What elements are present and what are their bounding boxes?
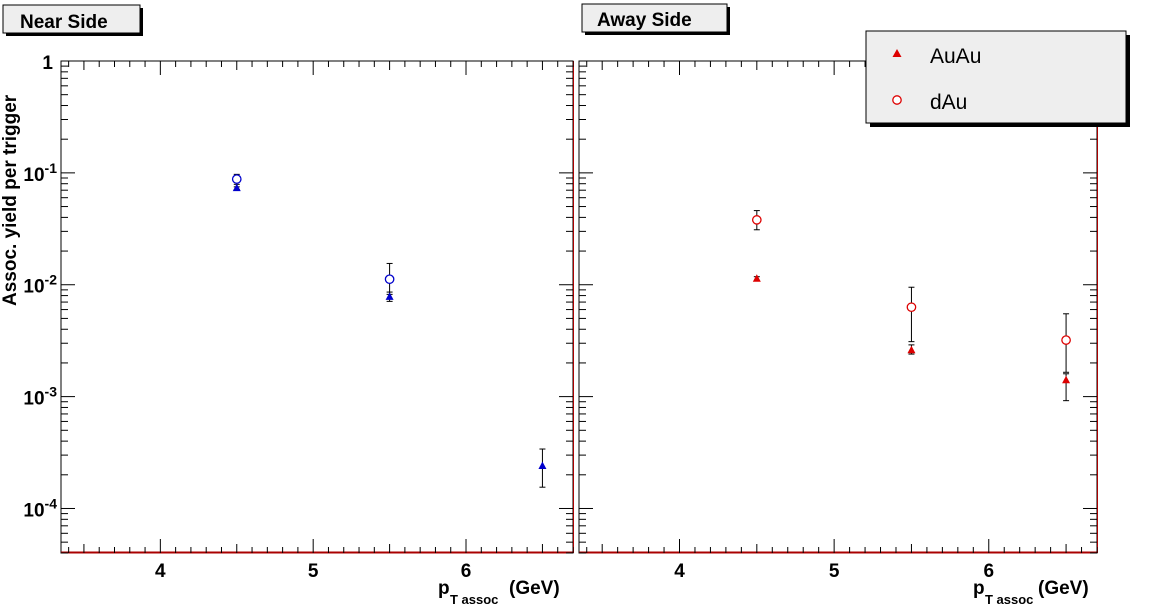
away-x-axis-title-main: p [973,578,985,599]
near-side-x-tick-label: 5 [308,561,319,582]
svg-text:(GeV): (GeV) [509,578,560,599]
triangle-marker [907,345,916,354]
triangle-marker [752,274,761,282]
svg-text:(GeV): (GeV) [1038,578,1089,599]
away-side-x-tick-label: 5 [829,561,840,582]
near-side-title: Near Side [20,12,108,33]
legend: AuAu dAu [865,30,1130,127]
y-tick-label: 10-4 [23,495,57,521]
circle-marker [231,174,242,184]
triangle-marker [232,183,241,192]
circle-marker [384,274,395,285]
legend-dau-marker [892,95,902,105]
data-markers [231,174,1071,469]
near-plot-frame [60,60,574,554]
triangle-marker [538,461,547,469]
svg-text:p: p [438,578,450,599]
svg-text:T assoc: T assoc [450,592,498,607]
y-axis-title: Assoc. yield per trigger [0,94,21,306]
near-x-axis-title-main: p [438,578,450,599]
y-tick-label: 1 [42,53,53,74]
away-side-x-tick-label: 4 [674,561,685,582]
near-side-x-tick-label: 6 [461,561,472,582]
near-x-axis-title-unit: (GeV) [509,578,560,599]
near-side-title-box: Near Side [2,4,143,36]
error-bars [233,173,1070,488]
triangle-marker [1062,375,1071,384]
tick-marks [61,60,1098,554]
circle-marker [1061,335,1071,345]
away-plot-frame [578,60,1098,554]
away-x-axis-title: p T assoc (GeV) [973,578,1089,607]
y-tick-label: 10-1 [23,160,57,186]
near-side-x-tick-label: 4 [155,561,166,582]
y-tick-label: 10-2 [23,272,57,298]
away-x-axis-title-sub: T assoc [985,592,1033,607]
away-side-title: Away Side [597,10,692,31]
circle-marker [906,302,917,313]
away-x-axis-title-unit: (GeV) [1038,578,1089,599]
near-x-axis-title-sub: T assoc [450,592,498,607]
away-side-title-box: Away Side [581,3,730,35]
svg-text:p: p [973,578,985,599]
circle-marker [751,215,762,225]
tick-labels: 4 5 6 1 10-1 10-2 10-3 10-4 4 5 6 [23,53,994,582]
legend-auau-label: AuAu [930,45,981,68]
y-tick-label: 10-3 [23,384,57,410]
away-side-x-tick-label: 6 [983,561,994,582]
legend-auau-marker [892,49,902,57]
triangle-marker [385,292,394,300]
legend-dau-label: dAu [930,91,967,114]
near-x-axis-title: p T assoc (GeV) [438,578,560,607]
svg-text:T assoc: T assoc [985,592,1033,607]
